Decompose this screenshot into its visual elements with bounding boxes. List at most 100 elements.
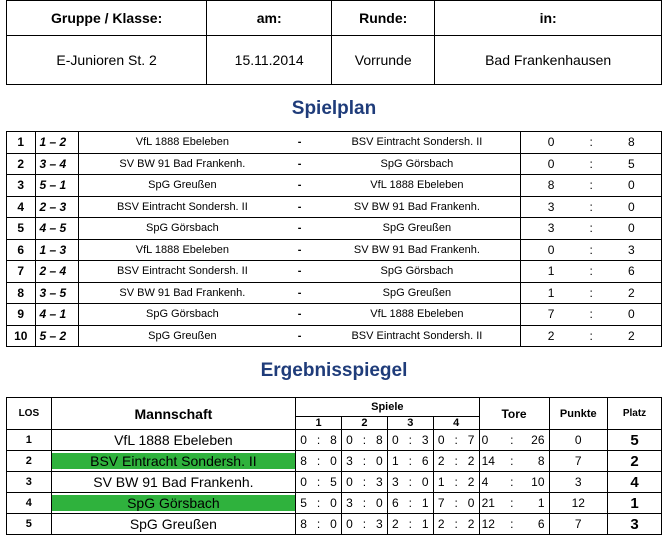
game-goals-against: 0 (371, 492, 388, 514)
game-goals-against: 0 (325, 450, 342, 472)
vs-dash: - (285, 238, 314, 261)
goals-against: 10 (520, 471, 550, 493)
game-goals-against: 0 (463, 492, 480, 514)
schedule-title: Spielplan (291, 98, 377, 119)
goals-for: 12 (478, 513, 503, 535)
home-score: 8 (520, 174, 581, 197)
schedule-row: 10 5 – 2 SpG Greußen - BSV Eintracht Sonders… (6, 324, 662, 347)
score-separator: : (580, 324, 602, 347)
game-score-separator: : (402, 471, 418, 493)
game-goals-against: 0 (325, 513, 342, 535)
game-score-separator: : (311, 492, 326, 514)
away-team: BSV Eintracht Sondersh. II (313, 324, 522, 347)
away-score: 8 (601, 131, 662, 154)
goals-against: 8 (520, 450, 550, 472)
rank: 5 (607, 429, 662, 451)
game-score-separator: : (356, 492, 372, 514)
home-score: 7 (520, 303, 581, 326)
game-goals-for: 1 (386, 450, 403, 472)
los-number: 3 (6, 471, 52, 493)
match-pairing: 3 – 5 (34, 281, 79, 304)
match-number: 2 (6, 152, 36, 175)
match-number: 5 (6, 217, 36, 240)
goals-separator: : (502, 471, 521, 493)
home-team: SpG Görsbach (77, 303, 286, 326)
results-table: LOS Mannschaft Spiele Tore Punkte Platz … (6, 397, 662, 535)
score-separator: : (580, 260, 602, 283)
match-number: 3 (6, 174, 36, 197)
match-pairing: 4 – 1 (34, 303, 79, 326)
game-goals-against: 2 (463, 450, 480, 472)
date-value: 15.11.2014 (206, 35, 333, 85)
home-score: 3 (520, 195, 581, 218)
match-pairing: 5 – 2 (34, 324, 79, 347)
score-separator: : (580, 152, 602, 175)
game-score-separator: : (356, 471, 372, 493)
game-goals-for: 7 (432, 492, 449, 514)
game-score-separator: : (402, 450, 418, 472)
team-header: Mannschaft (50, 397, 297, 430)
team-name-label: SV BW 91 Bad Frankenh. (93, 474, 254, 490)
game-score-separator: : (311, 450, 326, 472)
away-team: SV BW 91 Bad Frankenh. (313, 195, 522, 218)
game-goals-for: 2 (432, 513, 449, 535)
match-number: 6 (6, 238, 36, 261)
points-header: Punkte (548, 397, 609, 430)
team-name-label: SpG Görsbach (51, 495, 296, 511)
game-goals-against: 2 (463, 513, 480, 535)
game-goals-for: 0 (386, 429, 403, 451)
vs-dash: - (285, 152, 314, 175)
score-separator: : (580, 281, 602, 304)
group-class-value: E-Junioren St. 2 (5, 35, 208, 85)
away-team: VfL 1888 Ebeleben (313, 174, 522, 197)
game-goals-against: 0 (417, 471, 434, 493)
match-pairing: 5 – 1 (34, 174, 79, 197)
vs-dash: - (285, 217, 314, 240)
goals-for: 4 (478, 471, 503, 493)
points: 12 (548, 492, 609, 514)
results-row: 5 SpG Greußen 8:0 0:3 2:1 2:2 12:6 7 3 (6, 513, 662, 535)
away-score: 0 (601, 303, 662, 326)
away-team: BSV Eintracht Sondersh. II (313, 131, 522, 154)
score-separator: : (580, 195, 602, 218)
home-team: VfL 1888 Ebeleben (77, 238, 286, 261)
game-goals-against: 6 (417, 450, 434, 472)
results-row: 4 SpG Görsbach 5:0 3:0 6:1 7:0 21:1 12 1 (6, 492, 662, 514)
game-score-separator: : (311, 429, 326, 451)
home-team: SpG Greußen (77, 174, 286, 197)
game-goals-against: 8 (325, 429, 342, 451)
game-goals-for: 1 (432, 471, 449, 493)
rank: 4 (607, 471, 662, 493)
game-score-separator: : (356, 450, 372, 472)
home-team: SV BW 91 Bad Frankenh. (77, 281, 286, 304)
results-row: 1 VfL 1888 Ebeleben 0:8 0:8 0:3 0:7 0:26 0 5 (6, 429, 662, 451)
goals-separator: : (502, 513, 521, 535)
away-team: SpG Greußen (313, 217, 522, 240)
away-score: 5 (601, 152, 662, 175)
game-goals-for: 0 (340, 429, 357, 451)
goals-for: 21 (478, 492, 503, 514)
goals-for: 14 (478, 450, 503, 472)
goals-separator: : (502, 429, 521, 451)
game-goals-against: 2 (463, 471, 480, 493)
game-goals-for: 3 (386, 471, 403, 493)
game-goals-against: 3 (371, 513, 388, 535)
game-score-separator: : (448, 450, 464, 472)
los-number: 1 (6, 429, 52, 451)
home-score: 1 (520, 281, 581, 304)
away-score: 0 (601, 217, 662, 240)
vs-dash: - (285, 131, 314, 154)
match-info-table: Gruppe / Klasse: am: Runde: in: E-Junior… (5, 0, 662, 85)
home-team: BSV Eintracht Sondersh. II (77, 260, 286, 283)
goals-separator: : (502, 492, 521, 514)
game-goals-against: 1 (417, 513, 434, 535)
team-name: SpG Görsbach (50, 492, 297, 514)
home-score: 0 (520, 131, 581, 154)
game-goals-against: 7 (463, 429, 480, 451)
goals-against: 6 (520, 513, 550, 535)
goals-header: Tore (478, 397, 550, 430)
